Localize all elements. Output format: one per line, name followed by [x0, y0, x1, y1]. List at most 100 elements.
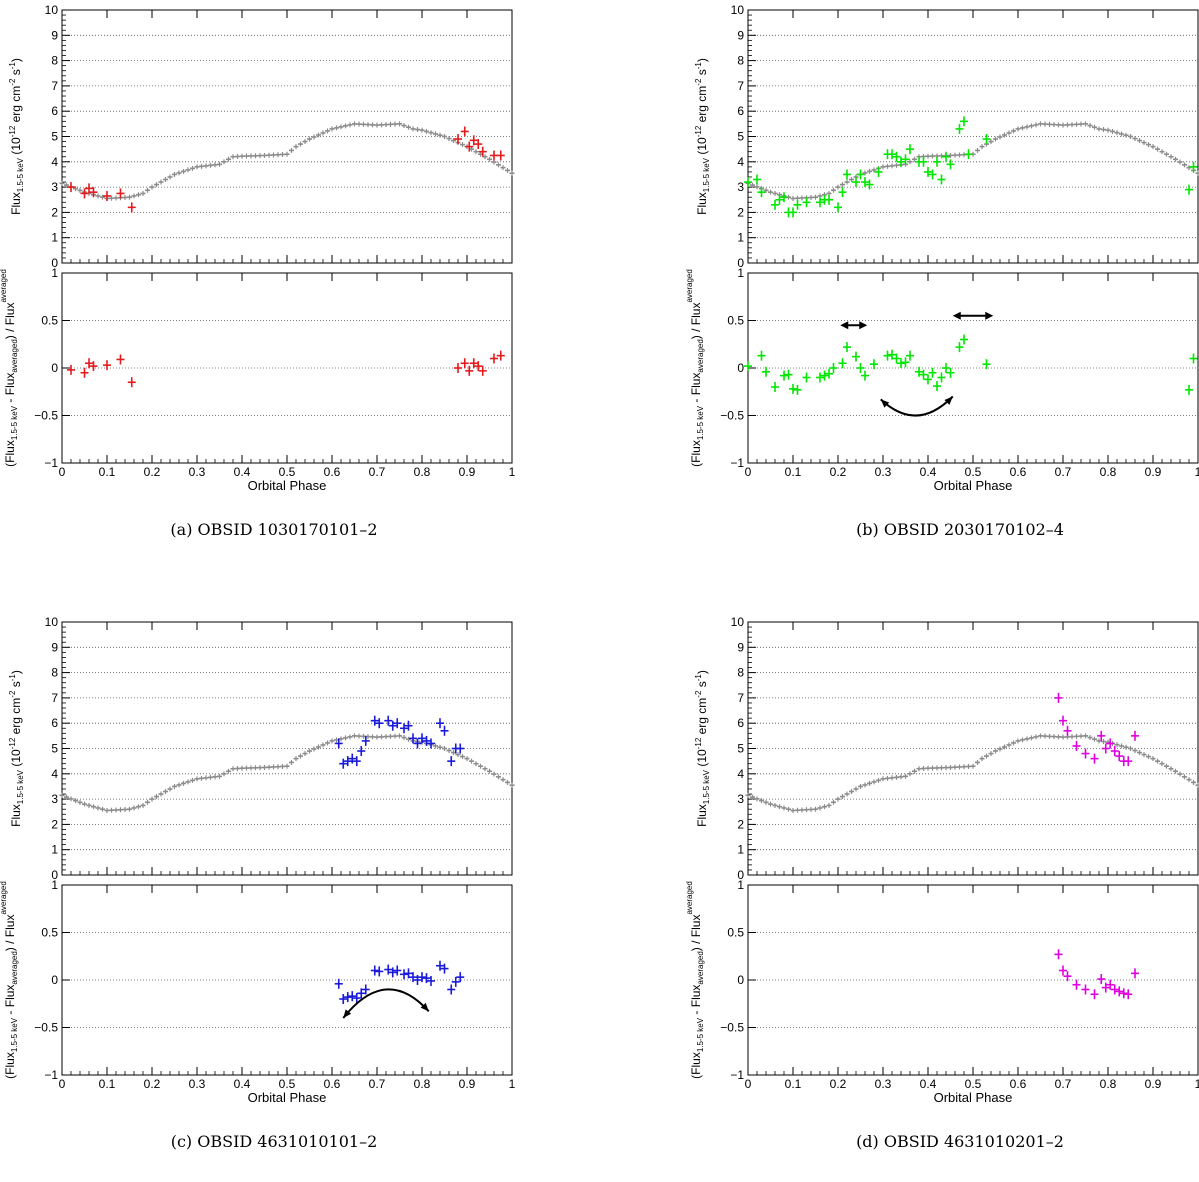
bottom-ytick-label: −0.5	[720, 1021, 744, 1035]
y-label-part: erg cm	[695, 698, 709, 738]
xtick-label: 0.6	[1010, 465, 1027, 479]
y-label-part: ) / Flux	[3, 303, 17, 340]
y-label-part: -2	[694, 690, 703, 698]
xtick-label: 0.3	[189, 465, 206, 479]
xtick-label: 0.4	[920, 465, 937, 479]
xtick-label: 0.9	[1145, 1077, 1162, 1091]
y-label-part: (10	[695, 749, 709, 770]
top-ytick-label: 2	[51, 817, 58, 831]
y-label-part: averaged	[685, 269, 694, 302]
xtick-label: 0.7	[1055, 465, 1072, 479]
y-label-part: averaged	[0, 881, 8, 914]
y-label-part: ) / Flux	[689, 303, 703, 340]
top-ytick-label: 1	[51, 843, 58, 857]
y-label-part: averaged	[696, 339, 705, 372]
bottom-ytick-label: −1	[44, 456, 58, 470]
top-ytick-label: 8	[737, 666, 744, 680]
xtick-label: 1	[509, 1077, 516, 1091]
y-label-part: Flux	[695, 192, 709, 215]
xtick-label: 1	[509, 465, 516, 479]
xtick-label: 0	[745, 1077, 752, 1091]
panel-a: 0 1 2 3 4 5 6 7 8 9 10 −1 −0.5 0 0.5 1 0 0.1 0.2 0.3 0.4 0.5 0…	[0, 0, 590, 570]
x-axis-label: Orbital Phase	[934, 478, 1013, 493]
top-ytick-label: 3	[51, 180, 58, 194]
bottom-ytick-label: 0.5	[41, 314, 58, 328]
top-ytick-label: 2	[737, 817, 744, 831]
bottom-y-axis-label: (Flux1.5-5 keV - Fluxaveraged) / Fluxave…	[685, 881, 705, 1079]
top-ytick-label: 5	[51, 130, 58, 144]
caption-d: (d) OBSID 4631010201–2	[856, 1132, 1064, 1151]
y-label-part: s	[695, 681, 709, 690]
xtick-label: 0.5	[279, 1077, 296, 1091]
arrow-head	[944, 396, 953, 405]
bottom-ytick-label: 0.5	[41, 926, 58, 940]
y-label-part: -2	[694, 78, 703, 86]
top-ytick-label: 6	[51, 104, 58, 118]
panel-d: 0 1 2 3 4 5 6 7 8 9 10 −1 −0.5 0 0.5 1 0 0.1 0.2 0.3 0.4 0.5 0…	[685, 612, 1199, 1182]
top-ytick-label: 7	[737, 79, 744, 93]
panel-c: 0 1 2 3 4 5 6 7 8 9 10 −1 −0.5 0 0.5 1 0 0.1 0.2 0.3 0.4 0.5 0…	[0, 612, 590, 1182]
top-ytick-label: 10	[731, 615, 745, 629]
y-label-part: -12	[694, 125, 703, 137]
y-label-part: )	[9, 670, 23, 674]
xtick-label: 0.4	[234, 1077, 251, 1091]
y-label-part: averaged	[685, 881, 694, 914]
y-label-part: 1.5-5 keV	[702, 157, 711, 192]
top-y-axis-label: Flux1.5-5 keV (10-12 erg cm-2 s-1)	[694, 58, 711, 215]
xtick-label: 0.1	[99, 465, 116, 479]
y-label-part: -1	[694, 674, 703, 682]
x-axis-label: Orbital Phase	[934, 1090, 1013, 1105]
y-label-part: (Flux	[3, 1052, 17, 1079]
y-label-part: s	[9, 69, 23, 78]
top-ytick-label: 9	[51, 640, 58, 654]
xtick-label: 1	[1195, 465, 1199, 479]
y-label-part: )	[9, 58, 23, 62]
xtick-label: 0.5	[279, 465, 296, 479]
xtick-label: 0.2	[830, 1077, 847, 1091]
y-label-part: - Flux	[3, 985, 17, 1018]
top-ytick-label: 0	[737, 256, 744, 270]
xtick-label: 0.3	[875, 465, 892, 479]
xtick-label: 0.3	[875, 1077, 892, 1091]
y-label-part: (Flux	[689, 440, 703, 467]
top-ytick-label: 6	[51, 716, 58, 730]
top-ytick-label: 0	[737, 868, 744, 882]
top-ytick-label: 4	[51, 767, 58, 781]
top-ytick-label: 2	[737, 205, 744, 219]
top-ytick-label: 3	[737, 792, 744, 806]
top-ytick-label: 7	[51, 79, 58, 93]
y-label-part: erg cm	[9, 698, 23, 738]
y-label-part: averaged	[10, 339, 19, 372]
y-label-part: (10	[9, 137, 23, 158]
top-ytick-label: 8	[51, 666, 58, 680]
y-label-part: (Flux	[689, 1052, 703, 1079]
y-label-part: -2	[8, 690, 17, 698]
x-axis-label: Orbital Phase	[248, 1090, 327, 1105]
bottom-ytick-label: −0.5	[34, 1021, 58, 1035]
top-ytick-label: 0	[51, 256, 58, 270]
y-label-part: - Flux	[689, 373, 703, 406]
xtick-label: 0.5	[965, 1077, 982, 1091]
top-ytick-label: 1	[737, 843, 744, 857]
bottom-ytick-label: 0	[51, 973, 58, 987]
top-ytick-label: 5	[737, 130, 744, 144]
bottom-ytick-label: 1	[51, 878, 58, 892]
top-ytick-label: 9	[51, 28, 58, 42]
xtick-label: 0.9	[459, 1077, 476, 1091]
top-y-axis-label: Flux1.5-5 keV (10-12 erg cm-2 s-1)	[8, 670, 25, 827]
top-ytick-label: 8	[51, 54, 58, 68]
y-label-part: - Flux	[689, 985, 703, 1018]
bottom-y-axis-label: (Flux1.5-5 keV - Fluxaveraged) / Fluxave…	[0, 269, 19, 467]
arrow-head	[420, 1002, 429, 1012]
x-axis-label: Orbital Phase	[248, 478, 327, 493]
top-ytick-label: 0	[51, 868, 58, 882]
top-ytick-label: 6	[737, 104, 744, 118]
top-ytick-label: 1	[737, 231, 744, 245]
y-label-part: -1	[694, 62, 703, 70]
y-label-part: - Flux	[3, 373, 17, 406]
xtick-label: 0.2	[144, 465, 161, 479]
top-ytick-label: 10	[731, 3, 745, 17]
arrow-head	[880, 399, 890, 408]
